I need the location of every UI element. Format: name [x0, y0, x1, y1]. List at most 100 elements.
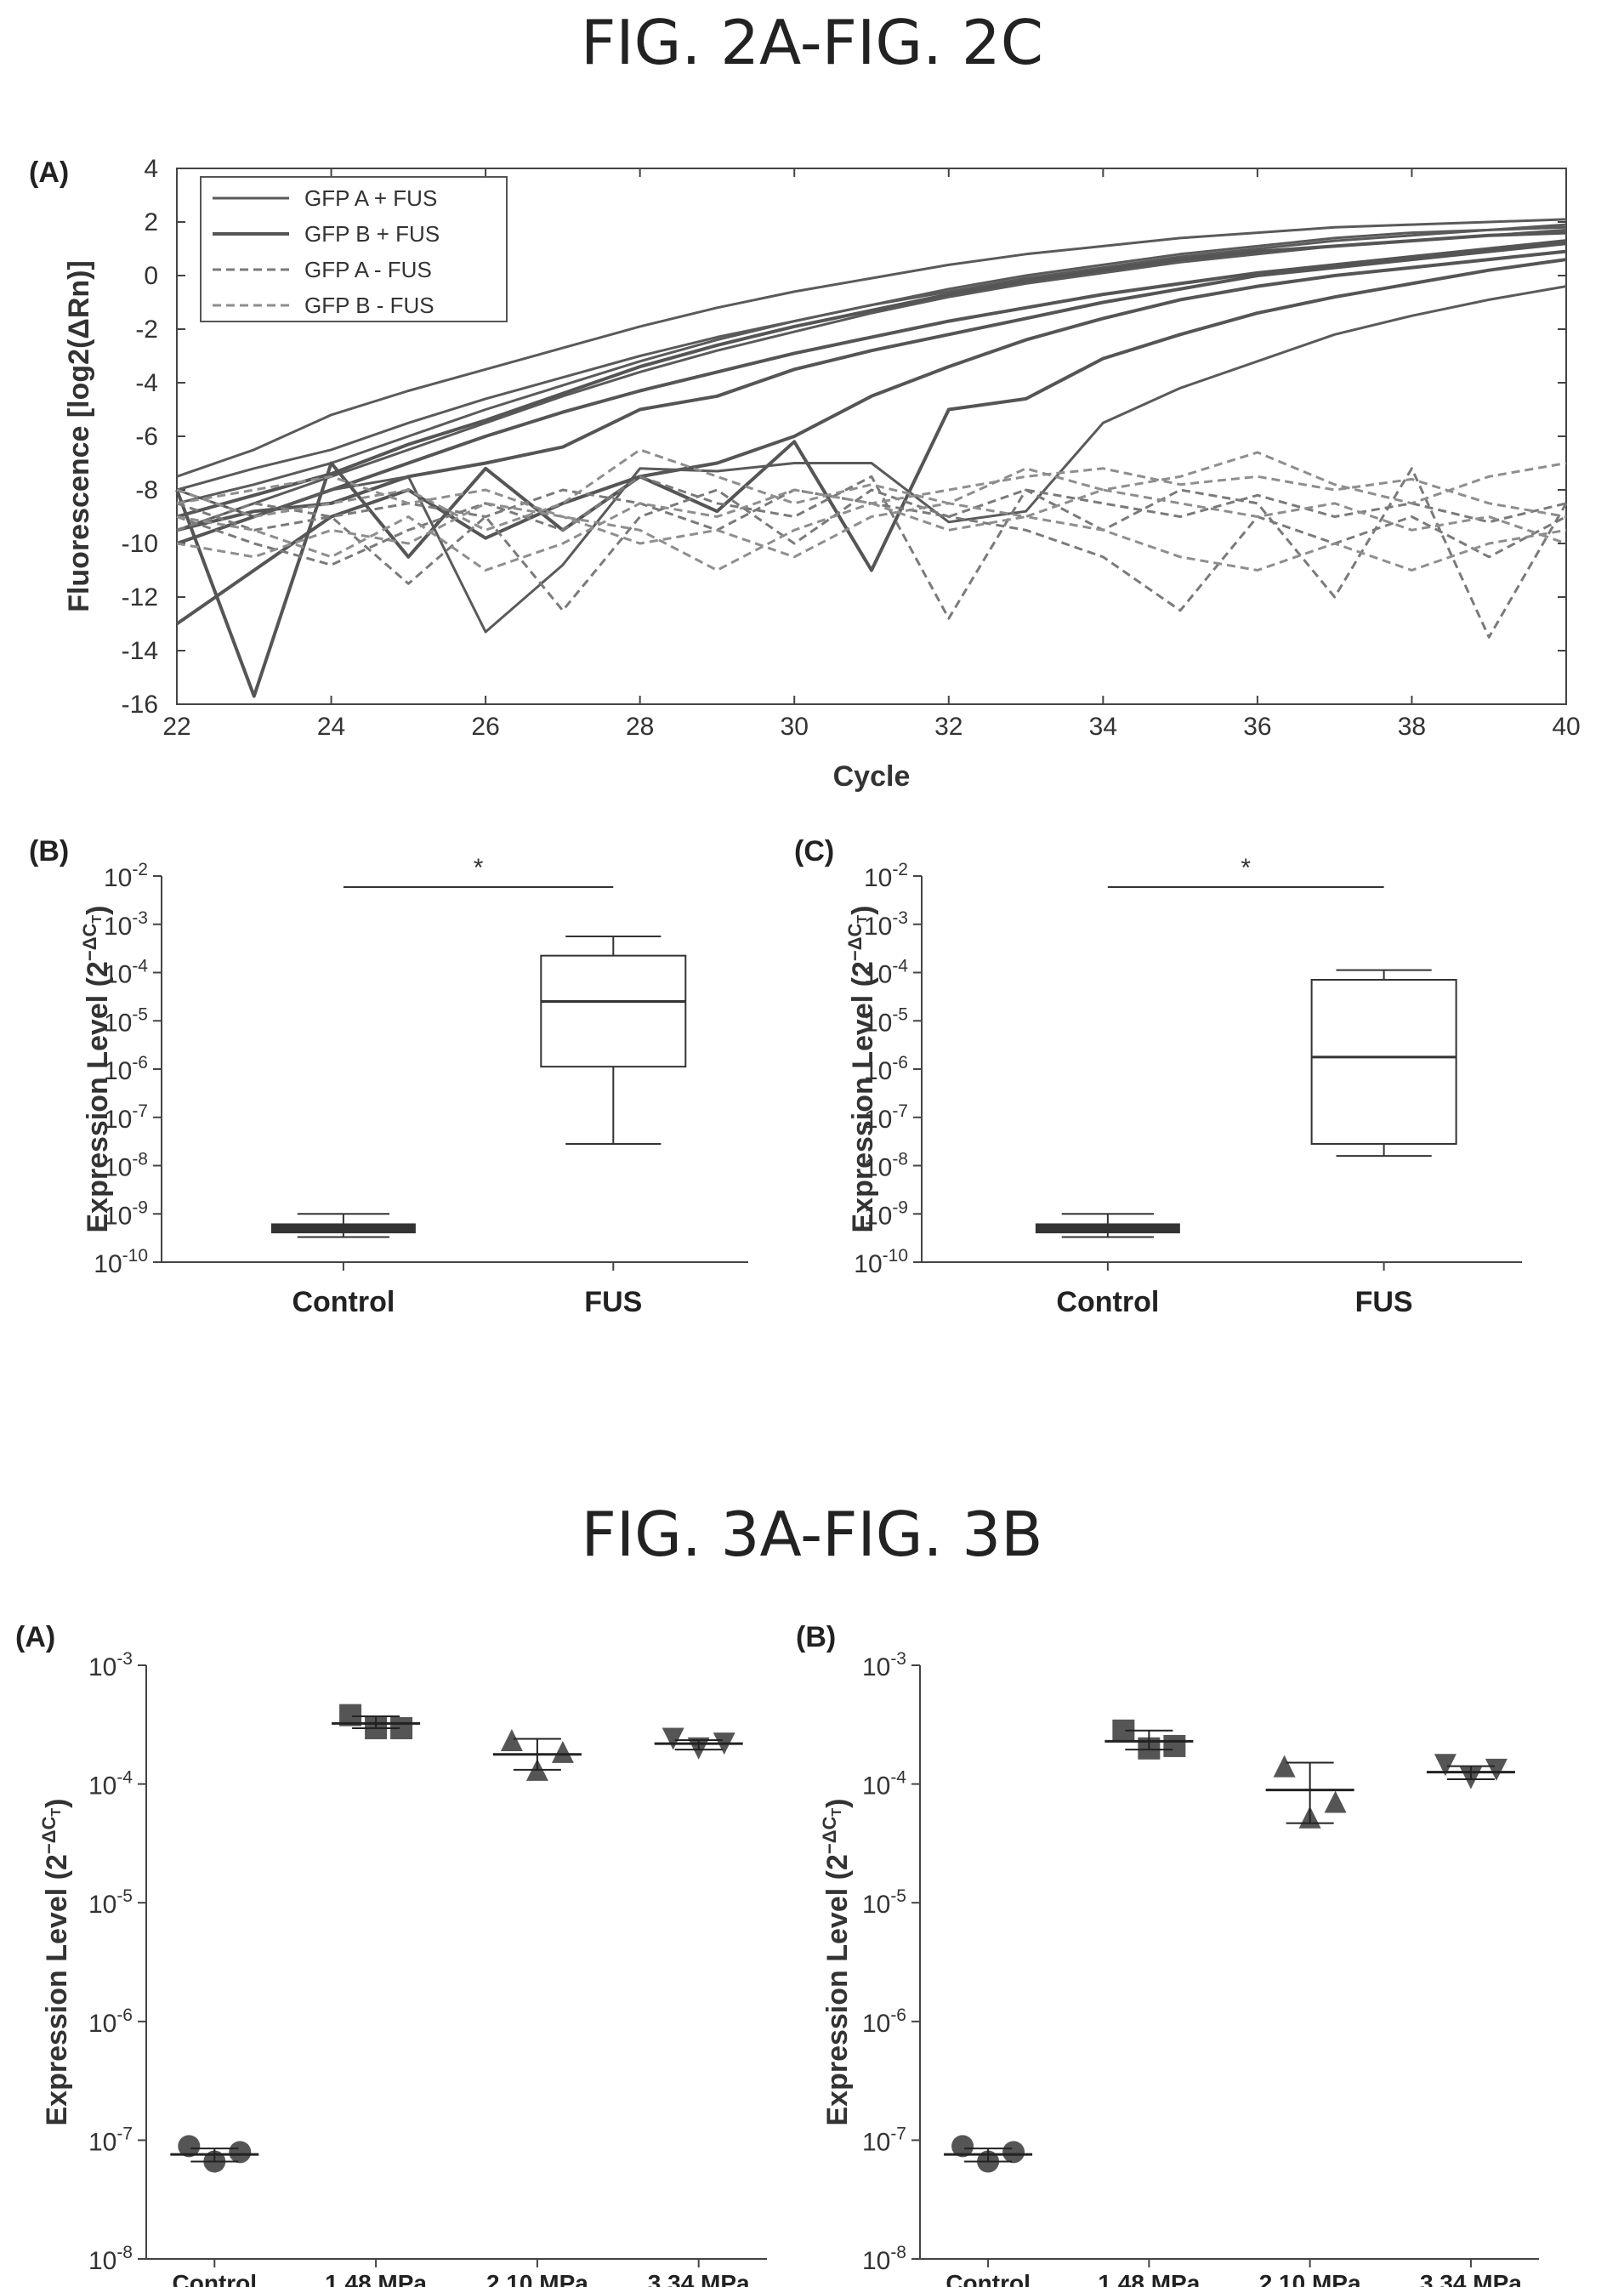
y-axis-label: Expression Level (2−ΔCT): [38, 1798, 73, 2125]
y-tick-label: 10-3: [104, 908, 148, 941]
y-tick-label: 10-6: [104, 1053, 148, 1085]
data-point-triangle-down: [662, 1727, 684, 1750]
x-tick-label: 40: [1552, 713, 1580, 741]
series-line-10: [176, 488, 1567, 532]
y-tick-label: 10-5: [864, 1004, 908, 1037]
y-tick-label: 0: [144, 262, 158, 290]
category-label: 2.10 MPa: [1259, 2270, 1361, 2287]
category-label: 1.48 MPa: [1098, 2270, 1200, 2287]
data-point-circle: [178, 2135, 201, 2158]
y-tick-label: -10: [122, 530, 158, 558]
y-tick-label: 10-3: [864, 908, 908, 941]
figure-title-3: FIG. 3A-FIG. 3B: [581, 1499, 1043, 1570]
x-tick-label: 30: [781, 713, 809, 741]
series-line-16: [176, 475, 1567, 559]
y-tick-label: 10-8: [88, 2243, 133, 2275]
y-tick-label: 10-7: [88, 2124, 133, 2156]
category-label: 2.10 MPa: [486, 2270, 588, 2287]
series-line-2: [176, 225, 1567, 505]
group-2: [1265, 1755, 1354, 1829]
series-line-14: [176, 467, 1567, 572]
category-label: 3.34 MPa: [648, 2270, 750, 2287]
y-tick-label: 10-8: [864, 1150, 908, 1182]
x-axis-label-2a: Cycle: [833, 760, 911, 793]
legend-entry-0: GFP A + FUS: [304, 185, 437, 211]
data-point-circle: [1002, 2141, 1025, 2164]
y-tick-label: 10-8: [104, 1150, 148, 1182]
x-tick-label: 34: [1089, 713, 1117, 741]
y-tick-label: -2: [135, 316, 158, 344]
y-tick-label: 10-8: [862, 2243, 906, 2275]
series-line-5: [176, 239, 1567, 545]
box-control: [270, 1213, 416, 1238]
category-label: 1.48 MPa: [325, 2270, 427, 2287]
y-axis-label-2a: Fluorescence [log2(ΔRn)]: [63, 260, 95, 612]
y-tick-label: -8: [135, 476, 158, 504]
category-label: Control: [1056, 1286, 1159, 1318]
box-control: [1035, 1213, 1180, 1238]
y-tick-label: 10-3: [88, 1649, 133, 1681]
x-tick-label: 24: [317, 713, 345, 741]
x-tick-label: 26: [471, 713, 499, 741]
x-tick-label: 22: [162, 713, 190, 741]
category-label: FUS: [584, 1286, 642, 1318]
y-tick-label: 10-3: [862, 1649, 906, 1681]
series-line-11: [176, 467, 1568, 639]
group-2: [492, 1728, 582, 1781]
category-label: 3.34 MPa: [1420, 2270, 1522, 2287]
chart-3b: (B) 10-8 10-7 10-6 10-5 10-4 10-3 Control 1.48 M…: [796, 1621, 1539, 2287]
y-tick-label: 10-6: [88, 2005, 133, 2038]
svg-text:Expression Level (2−ΔCT): Expression Level (2−ΔCT): [38, 1798, 73, 2125]
x-tick-label: 38: [1398, 713, 1426, 741]
chart-2c: (C) 10-10 10-9 10-8 10-7 10-6 10-5 10-4 10-3 10-2…: [794, 835, 1522, 1318]
box-fus: [540, 935, 687, 1145]
data-point-triangle-down: [1434, 1754, 1456, 1777]
box-fus: [1310, 969, 1457, 1158]
series-line-13: [176, 448, 1567, 532]
chart-3a: (A) 10-8 10-7 10-6 10-5 10-4 10-3 Control 1.48 M…: [15, 1621, 767, 2287]
y-tick-label: 10-7: [864, 1101, 908, 1134]
y-tick-label: 10-7: [862, 2124, 906, 2156]
data-point-square: [1163, 1734, 1186, 1757]
y-tick-label: 2: [144, 208, 158, 236]
chart-2b-panel-label: (B): [29, 835, 69, 868]
y-tick-label: 10-10: [94, 1246, 148, 1278]
series-line-4: [176, 230, 1567, 519]
series-line-9: [176, 285, 1567, 634]
y-tick-label: 10-10: [854, 1246, 908, 1278]
y-tick-label: 10-9: [864, 1198, 908, 1230]
y-axis-label: Expression Level (2−ΔCT): [844, 905, 879, 1232]
data-point-circle: [951, 2135, 974, 2158]
y-tick-label: 10-4: [862, 1768, 906, 1801]
y-tick-label: 10-6: [862, 2005, 906, 2038]
y-axis-label: Expression Level (2−ΔCT): [79, 905, 114, 1232]
data-point-triangle-up: [500, 1728, 523, 1751]
group-0: [944, 2135, 1033, 2173]
data-point-triangle-up: [1273, 1755, 1296, 1778]
y-tick-label: -12: [122, 583, 158, 612]
category-label: FUS: [1355, 1286, 1413, 1318]
y-tick-label: 10-5: [862, 1886, 906, 1919]
legend-box: [200, 176, 508, 322]
x-tick-label: 32: [934, 713, 962, 741]
y-tick-label: -6: [135, 423, 158, 451]
data-point-triangle-up: [1324, 1790, 1347, 1813]
y-tick-label: 10-5: [88, 1886, 133, 1919]
significance-star: *: [474, 854, 484, 882]
group-3: [1426, 1754, 1515, 1789]
legend-2a: GFP A + FUS GFP B + FUS GFP A - FUS GFP B -…: [200, 176, 508, 322]
data-point-triangle-up: [551, 1740, 574, 1763]
y-axis-label: Expression Level (2−ΔCT): [819, 1798, 854, 2125]
box-iqr: [1310, 979, 1457, 1145]
y-tick-label: 10-9: [104, 1198, 148, 1230]
y-tick-label: 10-5: [104, 1004, 148, 1037]
series-line-15: [176, 488, 1567, 572]
group-3: [654, 1727, 743, 1760]
y-tick-label: 10-7: [104, 1101, 148, 1134]
chart-3a-panel-label: (A): [15, 1621, 55, 1653]
y-tick-label: 10-2: [104, 860, 148, 892]
series-line-0: [176, 218, 1567, 478]
y-tick-label: -4: [135, 369, 158, 397]
box-iqr: [540, 954, 687, 1068]
